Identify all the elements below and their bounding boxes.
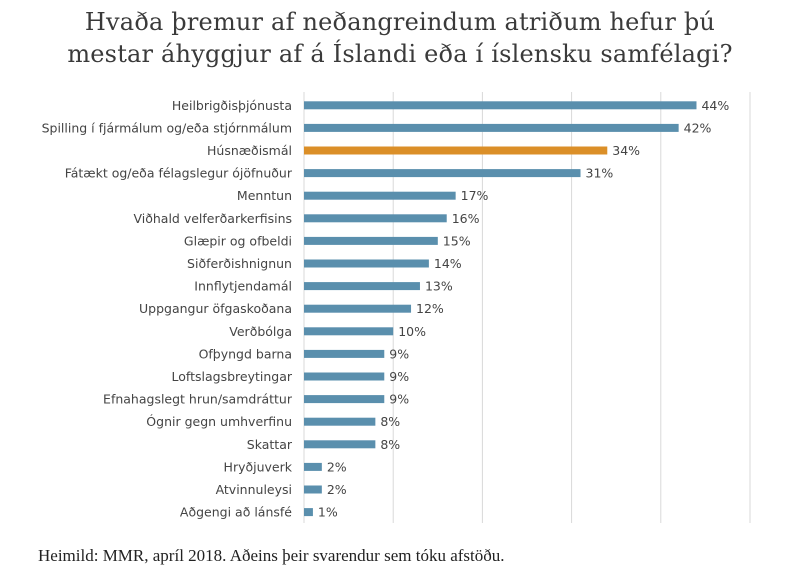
bar — [304, 462, 322, 471]
source-note: Heimild: MMR, apríl 2018. Aðeins þeir sv… — [38, 546, 505, 565]
value-label: 13% — [425, 279, 453, 294]
bar — [304, 349, 385, 358]
category-label: Skattar — [247, 437, 293, 452]
value-label: 10% — [398, 324, 426, 339]
bar — [304, 214, 447, 223]
bar — [304, 191, 456, 200]
value-label: 15% — [443, 233, 471, 248]
category-label: Hryðjuverk — [224, 459, 293, 474]
value-label: 44% — [701, 98, 729, 113]
value-label: 1% — [318, 505, 338, 520]
category-label: Verðbólga — [229, 324, 292, 339]
category-label: Uppgangur öfgaskoðana — [139, 301, 292, 316]
category-label: Glæpir og ofbeldi — [184, 233, 292, 248]
value-label: 42% — [684, 120, 712, 135]
category-label: Fátækt og/eða félagslegur ójöfnuður — [65, 166, 293, 181]
bar — [304, 372, 385, 381]
value-label: 17% — [461, 188, 489, 203]
bar — [304, 236, 438, 245]
bar — [304, 282, 420, 291]
value-label: 31% — [586, 166, 614, 181]
value-label: 8% — [380, 437, 400, 452]
value-label: 8% — [380, 414, 400, 429]
value-label: 34% — [612, 143, 640, 158]
value-label: 9% — [389, 369, 409, 384]
bar — [304, 123, 679, 132]
chart-title-line1: Hvaða þremur af neðangreindum atriðum he… — [84, 8, 716, 36]
category-label: Húsnæðismál — [207, 143, 292, 158]
value-label: 14% — [434, 256, 462, 271]
bar — [304, 417, 376, 426]
value-label: 2% — [327, 482, 347, 497]
category-label: Ógnir gegn umhverfinu — [146, 414, 292, 429]
category-label: Atvinnuleysi — [216, 482, 292, 497]
category-label: Menntun — [237, 188, 292, 203]
category-label: Siðferðishnignun — [187, 256, 292, 271]
bar — [304, 304, 412, 313]
value-label: 16% — [452, 211, 480, 226]
chart-title-line2: mestar áhyggjur af á Íslandi eða í íslen… — [67, 40, 733, 68]
value-label: 9% — [389, 346, 409, 361]
category-label: Innflytjendamál — [194, 279, 292, 294]
bar — [304, 259, 429, 268]
bar — [304, 485, 322, 494]
category-label: Viðhald velferðarkerfisins — [133, 211, 292, 226]
bar — [304, 101, 697, 110]
category-label: Loftslagsbreytingar — [172, 369, 293, 384]
category-label: Heilbrigðisþjónusta — [172, 98, 292, 113]
bar — [304, 440, 376, 449]
value-label: 2% — [327, 459, 347, 474]
value-label: 12% — [416, 301, 444, 316]
value-label: 9% — [389, 392, 409, 407]
bar — [304, 508, 313, 517]
bar — [304, 169, 581, 178]
bar — [304, 146, 608, 155]
category-label: Efnahagslegt hrun/samdráttur — [103, 392, 293, 407]
bar — [304, 395, 385, 404]
bar — [304, 327, 394, 336]
chart-title: Hvaða þremur af neðangreindum atriðum he… — [0, 6, 800, 70]
category-label: Ofþyngd barna — [199, 346, 292, 361]
category-label: Spilling í fjármálum og/eða stjórnmálum — [42, 120, 292, 135]
category-label: Aðgengi að lánsfé — [180, 505, 292, 520]
